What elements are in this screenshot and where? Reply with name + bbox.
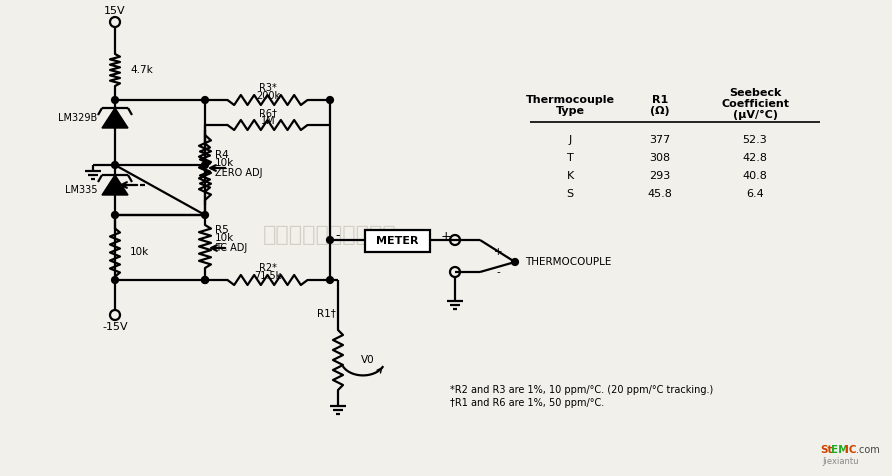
- Text: R6†: R6†: [259, 108, 277, 118]
- Text: 42.8: 42.8: [742, 153, 767, 163]
- Text: 377: 377: [649, 135, 671, 145]
- Text: 1M: 1M: [260, 116, 276, 126]
- Circle shape: [112, 277, 118, 283]
- Text: 200k: 200k: [256, 91, 280, 101]
- Text: †R1 and R6 are 1%, 50 ppm/°C.: †R1 and R6 are 1%, 50 ppm/°C.: [450, 398, 604, 408]
- Text: S: S: [566, 189, 574, 199]
- Circle shape: [327, 237, 333, 243]
- Circle shape: [112, 97, 118, 103]
- Text: -: -: [335, 229, 340, 242]
- Text: T: T: [566, 153, 574, 163]
- Text: R1: R1: [652, 95, 668, 105]
- Text: J: J: [568, 135, 572, 145]
- Text: 15V: 15V: [104, 6, 126, 16]
- Circle shape: [112, 212, 118, 218]
- Text: 杭州将睽科技有限公司: 杭州将睽科技有限公司: [263, 225, 397, 245]
- Text: 308: 308: [649, 153, 671, 163]
- Text: -: -: [496, 267, 500, 277]
- Text: (Ω): (Ω): [650, 106, 670, 116]
- Text: 10k: 10k: [130, 247, 149, 257]
- Text: THERMOCOUPLE: THERMOCOUPLE: [525, 257, 611, 267]
- Text: R4: R4: [215, 150, 228, 160]
- Text: (μV/°C): (μV/°C): [732, 110, 778, 120]
- Text: ZERO ADJ: ZERO ADJ: [215, 168, 262, 178]
- Text: 52.3: 52.3: [743, 135, 767, 145]
- Text: LM329B: LM329B: [58, 113, 97, 123]
- Text: 293: 293: [649, 171, 671, 181]
- Circle shape: [327, 97, 333, 103]
- Circle shape: [202, 97, 208, 103]
- Text: Jiexiantu: Jiexiantu: [822, 457, 858, 466]
- Circle shape: [202, 212, 208, 218]
- Text: 10k: 10k: [215, 233, 235, 243]
- Circle shape: [512, 259, 518, 265]
- Text: R2*: R2*: [259, 263, 277, 273]
- Bar: [365, 230, 430, 252]
- Text: 4.7k: 4.7k: [130, 65, 153, 75]
- Circle shape: [202, 162, 208, 168]
- Text: TC ADJ: TC ADJ: [215, 243, 247, 253]
- Text: 6.4: 6.4: [746, 189, 764, 199]
- Text: IC: IC: [845, 445, 856, 455]
- Circle shape: [202, 277, 208, 283]
- Text: Thermocouple: Thermocouple: [525, 95, 615, 105]
- Text: Coefficient: Coefficient: [721, 99, 789, 109]
- Text: -15V: -15V: [103, 322, 128, 332]
- Circle shape: [112, 162, 118, 168]
- Text: Seebeck: Seebeck: [729, 88, 781, 98]
- Text: St: St: [820, 445, 832, 455]
- Polygon shape: [102, 175, 128, 195]
- Text: EM: EM: [831, 445, 848, 455]
- Text: .com: .com: [856, 445, 880, 455]
- Text: K: K: [566, 171, 574, 181]
- Text: 71.5k: 71.5k: [254, 271, 282, 281]
- Text: +: +: [493, 247, 502, 257]
- Circle shape: [327, 277, 333, 283]
- Text: R3*: R3*: [259, 83, 277, 93]
- Text: *R2 and R3 are 1%, 10 ppm/°C. (20 ppm/°C tracking.): *R2 and R3 are 1%, 10 ppm/°C. (20 ppm/°C…: [450, 385, 714, 395]
- Text: V0: V0: [361, 355, 375, 365]
- Circle shape: [202, 277, 208, 283]
- Text: +: +: [441, 229, 451, 242]
- Text: R1†: R1†: [317, 308, 335, 318]
- Text: LM335: LM335: [64, 185, 97, 195]
- Polygon shape: [102, 108, 128, 128]
- Text: R5: R5: [215, 225, 228, 235]
- Text: METER: METER: [376, 236, 418, 246]
- Text: 45.8: 45.8: [648, 189, 673, 199]
- Text: 10k: 10k: [215, 158, 235, 168]
- Text: Type: Type: [556, 106, 584, 116]
- Text: 40.8: 40.8: [742, 171, 767, 181]
